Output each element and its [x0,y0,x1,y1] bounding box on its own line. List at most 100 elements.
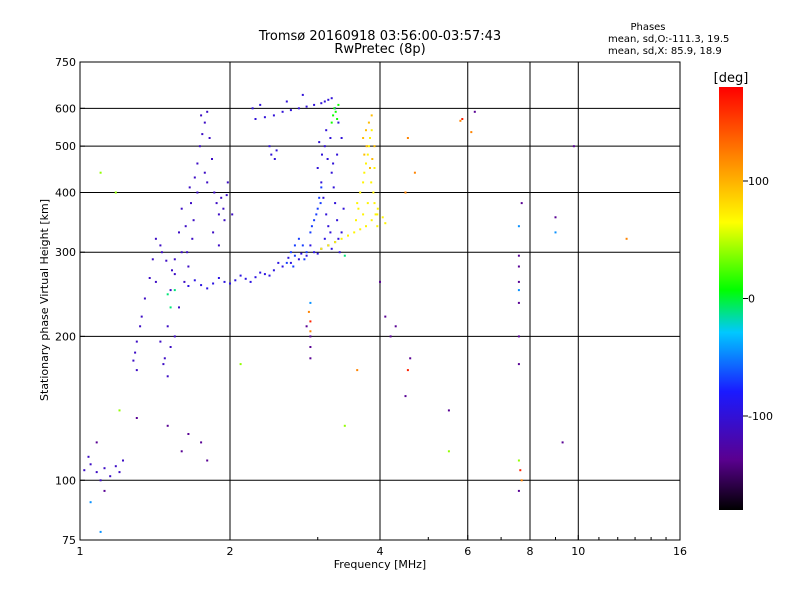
scatter-point [148,277,151,279]
scatter-point [365,145,368,148]
scatter-point [187,265,190,268]
scatter-point [122,459,124,462]
scatter-point [554,231,557,234]
scatter-point [281,110,284,113]
scatter-point [289,251,292,254]
scatter-point [309,357,312,360]
scatter-point [135,369,138,372]
scatter-point [297,237,300,240]
scatter-point [370,219,373,222]
scatter-point [173,258,176,261]
scatter-point [330,97,333,100]
scatter-point [254,118,257,120]
scatter-point [374,213,377,216]
scatter-point [213,191,216,194]
scatter-point [334,110,337,113]
scatter-point [166,325,169,328]
scatter-point [369,167,371,169]
colorbar-tick-label: 0 [748,293,755,306]
y-axis-label: Stationary phase Virtual Height [km] [38,199,51,401]
scatter-point [517,280,520,283]
scatter-point [203,121,206,124]
scatter-point [244,277,247,280]
scatter-point [309,335,312,338]
colorbar-label: [deg] [714,71,749,86]
scatter-point [336,153,339,156]
y-tick-label: 100 [55,474,76,487]
scatter-point [315,213,318,216]
scatter-point [318,141,321,144]
y-tick-label: 500 [55,140,76,153]
scatter-point [285,100,288,103]
scatter-point [343,424,346,427]
scatter-point [135,340,138,343]
scatter-point [356,202,359,205]
scatter-point [173,335,176,338]
scatter-point [166,293,169,296]
scatter-point [292,265,295,268]
scatter-point [268,145,271,148]
scatter-point [270,153,273,156]
scatter-point [173,289,176,292]
scatter-point [517,363,520,366]
scatter-point [316,167,319,169]
scatter-point [309,301,312,304]
scatter-point [365,162,367,165]
scatter-point [334,241,337,244]
scatter-point [459,119,462,122]
scatter-point [363,153,366,156]
scatter-point [193,279,196,282]
scatter-point [190,202,192,205]
scatter-point [183,280,186,283]
scatter-point [229,282,231,285]
scatter-point [139,325,142,328]
scatter-point [347,234,349,237]
scatter-point [273,158,276,160]
scatter-point [143,297,146,300]
scatter-point [160,251,163,254]
scatter-point [206,181,209,184]
scatter-point [196,162,199,165]
scatter-point [376,213,379,216]
scatter-point [404,395,407,398]
scatter-point [330,121,333,124]
scatter-point [251,107,254,110]
scatter-point [406,369,409,372]
scatter-point [322,196,325,199]
scatter-point [406,137,409,139]
scatter-point [118,409,121,412]
scatter-point [359,191,362,194]
scatter-point [293,254,296,257]
scatter-point [365,129,367,132]
scatter-point [187,285,190,287]
scatter-point [517,459,520,462]
scatter-point [318,196,321,199]
x-tick-label: 4 [377,545,384,558]
scatter-point [316,252,319,255]
plot-frame [79,61,681,541]
scatter-point [165,259,168,262]
scatter-point [333,107,336,110]
scatter-point [217,277,220,279]
scatter-point [409,357,412,360]
scatter-point [259,103,262,106]
scatter-point [517,265,520,268]
scatter-point [334,202,337,205]
scatter-point [336,219,339,222]
scatter-point [289,109,292,112]
scatter-point [259,271,262,274]
scatter-point [154,237,157,240]
scatter-point [370,114,373,117]
scatter-point [95,441,98,444]
y-tick-label: 600 [55,102,76,115]
scatter-point [169,346,172,348]
scatter-point [517,489,520,492]
scatter-point [330,171,333,174]
x-tick-label: 6 [464,545,471,558]
x-axis-label: Frequency [MHz] [334,558,426,571]
scatter-point [187,433,190,435]
scatter-point [329,231,332,234]
scatter-point [225,194,228,197]
colorbar-ticks: 100 0 -100 [743,175,773,423]
